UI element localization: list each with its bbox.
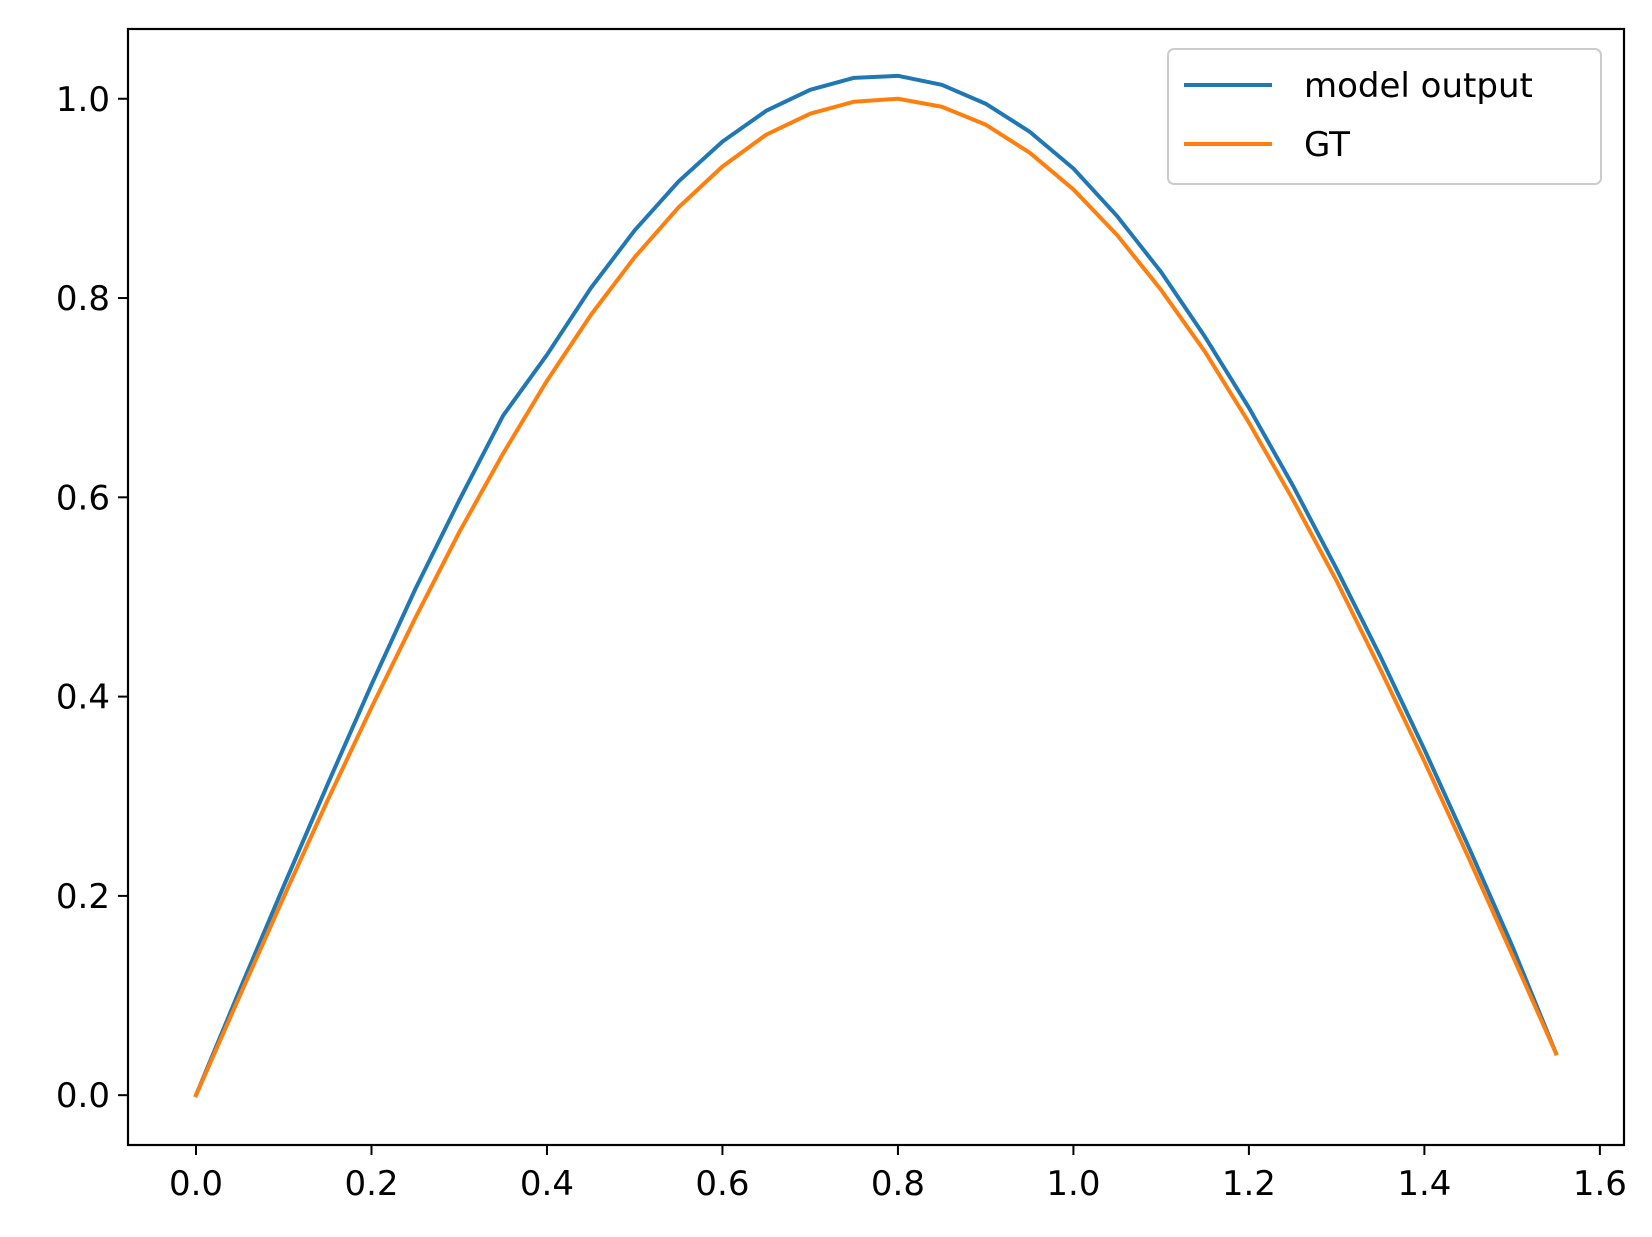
- legend-label-gt: GT: [1304, 125, 1350, 165]
- series-line-model-output: [193, 73, 1559, 1098]
- x-tick-label: 0.2: [344, 1164, 398, 1204]
- legend-box: [1167, 48, 1602, 185]
- plot-series: [193, 73, 1559, 1098]
- x-tick-label: 0.6: [695, 1164, 749, 1204]
- series-line-gt: [193, 96, 1559, 1098]
- legend: model output GT: [1167, 48, 1602, 185]
- y-tick-label: 0.2: [56, 877, 110, 917]
- legend-label-model-output: model output: [1304, 66, 1533, 106]
- y-axis: 0.0 0.2 0.4 0.6 0.8 1.0: [56, 80, 128, 1116]
- x-tick-label: 1.0: [1046, 1164, 1100, 1204]
- y-tick-label: 0.8: [56, 279, 110, 319]
- y-tick-label: 1.0: [56, 80, 110, 120]
- y-tick-label: 0.4: [56, 678, 110, 718]
- y-tick-label: 0.6: [56, 478, 110, 518]
- x-tick-label: 0.4: [520, 1164, 574, 1204]
- x-tick-label: 1.2: [1222, 1164, 1276, 1204]
- y-tick-label: 0.0: [56, 1076, 110, 1116]
- x-tick-label: 0.8: [871, 1164, 925, 1204]
- x-tick-label: 1.4: [1397, 1164, 1451, 1204]
- x-axis: 0.0 0.2 0.4 0.6 0.8 1.0 1.2 1.4 1.6: [169, 1145, 1627, 1204]
- plot-frame: [126, 27, 1626, 1147]
- x-tick-label: 1.6: [1573, 1164, 1627, 1204]
- x-tick-label: 0.0: [169, 1164, 223, 1204]
